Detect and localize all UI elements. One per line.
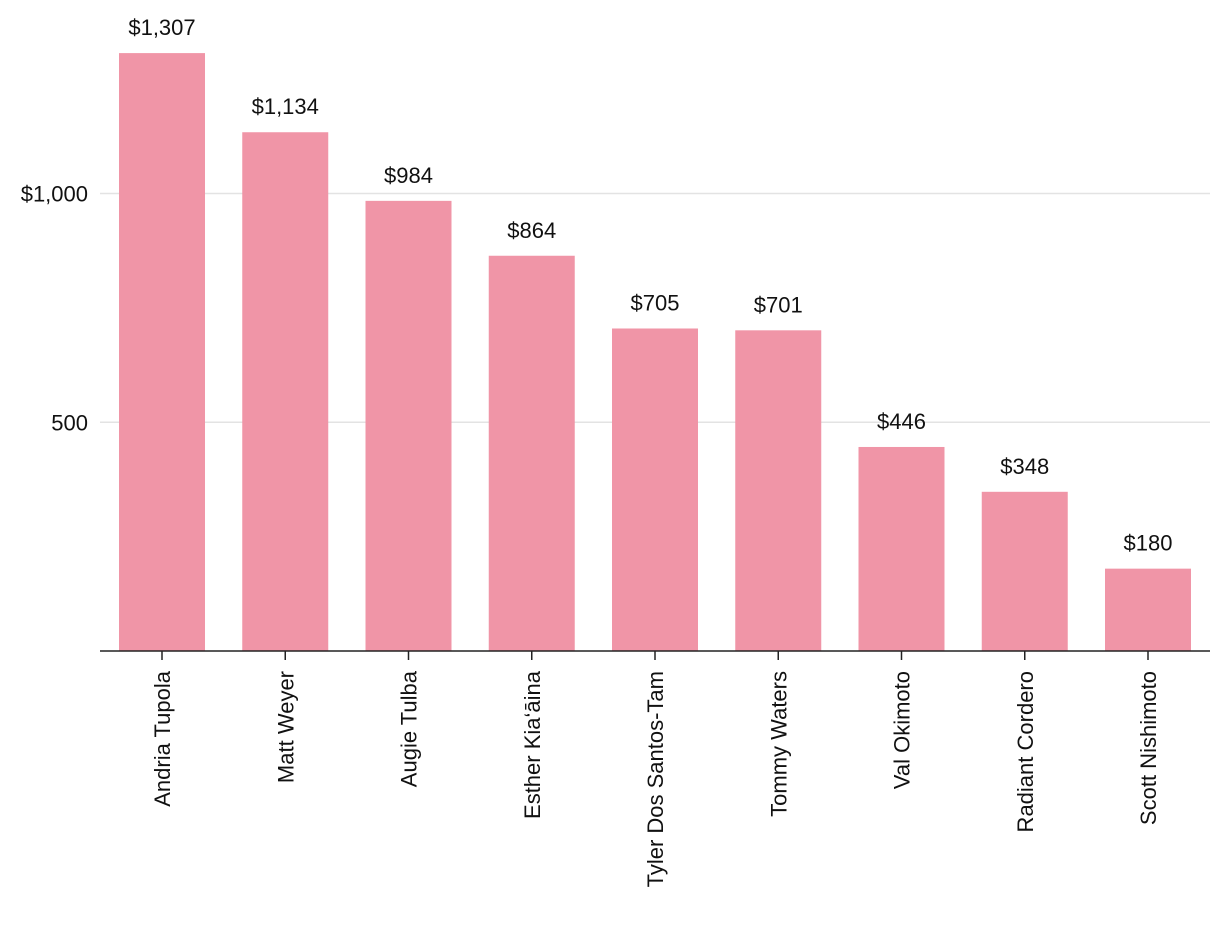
category-label: Tyler Dos Santos-Tam: [643, 671, 668, 887]
bar: [858, 446, 945, 651]
y-tick-label: $1,000: [21, 182, 88, 207]
bar-value-label: $180: [1124, 531, 1173, 556]
value-labels: $1,307 $1,134 $984 $864 $705 $701 $446 $348 $180: [128, 15, 1172, 556]
category-label: Tommy Waters: [766, 671, 791, 817]
bar: [612, 328, 698, 651]
bar-value-label: $1,134: [252, 94, 319, 119]
bars: [119, 53, 1191, 652]
bar-value-label: $701: [754, 292, 803, 317]
bar: [365, 200, 452, 651]
bar-value-label: $984: [384, 163, 433, 188]
category-label: Scott Nishimoto: [1136, 671, 1161, 825]
bar: [119, 53, 205, 652]
bar-value-label: $864: [507, 218, 556, 243]
bar: [735, 330, 822, 651]
category-labels: Andria Tupola Matt Weyer Augie Tulba Esther…: [150, 670, 1161, 887]
bar-value-label: $705: [631, 290, 680, 315]
bar-value-label: $446: [877, 409, 926, 434]
bar: [242, 132, 329, 652]
bar-value-label: $1,307: [128, 15, 195, 40]
y-tick-label: 500: [51, 410, 88, 435]
y-axis-tick-labels: 500 $1,000: [21, 182, 88, 436]
category-label: Esther Kia‘āina: [520, 670, 545, 819]
bar: [488, 255, 575, 651]
bar-value-label: $348: [1000, 454, 1049, 479]
bar: [981, 491, 1068, 651]
category-label: Augie Tulba: [397, 670, 422, 787]
category-label: Andria Tupola: [150, 670, 175, 807]
x-axis-ticks: [161, 651, 1149, 660]
bar: [1105, 568, 1191, 651]
category-label: Matt Weyer: [273, 671, 298, 783]
category-label: Radiant Cordero: [1013, 671, 1038, 832]
category-label: Val Okimoto: [890, 671, 915, 789]
